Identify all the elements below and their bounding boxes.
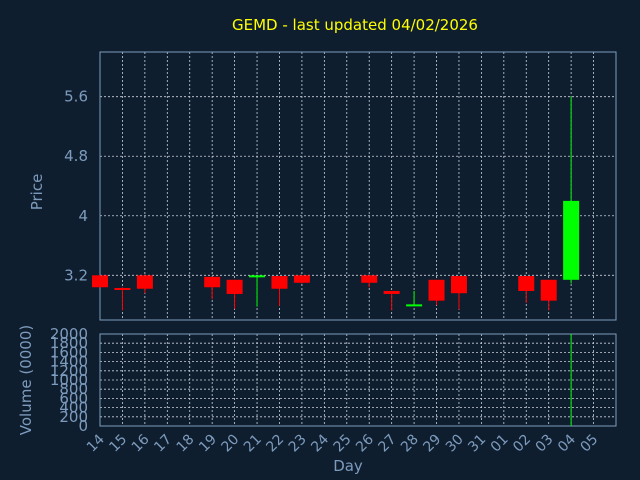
day-tick-label: 19: [196, 432, 220, 456]
candle-body: [204, 276, 221, 288]
volume-tick-label: 2000: [50, 325, 88, 343]
candle-body: [540, 279, 557, 301]
volume-tick-label: 200: [59, 408, 88, 426]
candle-04: [563, 96, 580, 284]
candle-14: [92, 275, 108, 288]
price-axis-ticks: 3.2 4 4.8 5.6: [64, 88, 88, 285]
price-axis-label: Price: [28, 174, 46, 211]
day-axis-ticks: 1415161718192021222324252627282930310102…: [84, 431, 601, 455]
candlestick-series: [92, 96, 580, 311]
day-tick-label: 30: [443, 432, 467, 456]
volume-tick-label: 1000: [50, 371, 88, 389]
candle-19: [204, 276, 221, 300]
day-tick-label: 31: [465, 432, 489, 456]
day-tick-label: 18: [174, 432, 198, 456]
candle-body: [271, 276, 288, 289]
day-tick-label: 20: [219, 432, 243, 456]
candle-28: [406, 290, 423, 307]
day-tick-label: 05: [577, 432, 601, 456]
candle-26: [361, 275, 378, 288]
candle-body: [293, 275, 310, 283]
day-tick-label: 17: [151, 432, 175, 456]
candle-02: [518, 276, 535, 303]
candle-29: [428, 279, 445, 306]
candle-body: [92, 275, 108, 288]
day-tick-label: 01: [488, 432, 512, 456]
price-panel-frame: [99, 51, 617, 321]
day-tick-label: 02: [510, 432, 534, 456]
candle-body: [428, 279, 445, 301]
volume-panel-frame: [99, 333, 617, 427]
volume-tick-label: 1600: [50, 343, 88, 361]
candle-27: [383, 290, 400, 311]
volume-tick-label: 1400: [50, 353, 88, 371]
price-tick-label: 5.6: [64, 88, 88, 106]
volume-tick-label: 800: [59, 380, 88, 398]
price-tick-label: 4: [78, 207, 88, 225]
candle-body: [226, 279, 243, 294]
candle-23: [293, 275, 310, 284]
day-tick-label: 24: [308, 431, 332, 455]
day-tick-label: 23: [286, 432, 310, 456]
day-tick-label: 21: [241, 432, 265, 456]
volume-axis-label: Volume (0000): [17, 325, 35, 435]
volume-tick-label: 0: [78, 417, 88, 435]
day-tick-label: 15: [106, 432, 130, 456]
candle-30: [450, 276, 467, 310]
candle-body: [383, 290, 400, 294]
day-tick-label: 22: [263, 432, 287, 456]
candle-body: [114, 287, 131, 290]
candle-body: [249, 275, 266, 278]
volume-tick-label: 1200: [50, 362, 88, 380]
candle-22: [271, 276, 288, 306]
day-tick-label: 28: [398, 432, 422, 456]
day-tick-label: 29: [420, 432, 444, 456]
volume-tick-label: 400: [59, 399, 88, 417]
candle-16: [136, 275, 153, 294]
day-tick-label: 16: [129, 431, 153, 455]
candle-15: [114, 287, 131, 311]
candle-20: [226, 279, 243, 309]
candle-body: [518, 276, 535, 291]
day-tick-label: 27: [376, 432, 400, 456]
day-tick-label: 04: [555, 431, 579, 455]
candle-03: [540, 279, 557, 311]
price-gridlines: [99, 52, 616, 320]
day-tick-label: 03: [533, 432, 557, 456]
day-tick-label: 14: [84, 431, 108, 455]
candle-21: [249, 275, 266, 307]
price-tick-label: 4.8: [64, 147, 88, 165]
candle-body: [563, 200, 580, 280]
candle-body: [406, 304, 423, 307]
day-tick-label: 26: [353, 431, 377, 455]
volume-tick-label: 1800: [50, 334, 88, 352]
volume-gridlines: [99, 333, 616, 427]
candle-body: [450, 276, 467, 294]
day-tick-label: 25: [331, 432, 355, 456]
candle-body: [136, 275, 153, 289]
day-axis-label: Day: [333, 457, 363, 475]
volume-tick-label: 600: [59, 389, 88, 407]
price-tick-label: 3.2: [64, 266, 88, 284]
chart-title: GEMD - last updated 04/02/2026: [232, 16, 478, 34]
candle-body: [361, 275, 378, 283]
